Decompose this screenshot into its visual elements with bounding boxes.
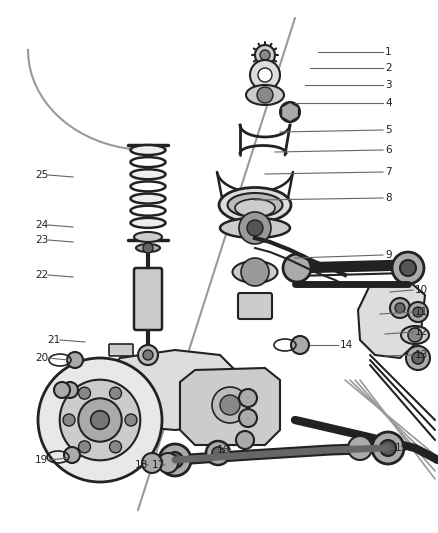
FancyBboxPatch shape	[238, 293, 272, 319]
Text: 9: 9	[385, 250, 392, 260]
Text: 4: 4	[385, 98, 392, 108]
Circle shape	[348, 436, 372, 460]
Circle shape	[220, 395, 240, 415]
Text: 25: 25	[35, 170, 48, 180]
Text: 6: 6	[385, 145, 392, 155]
Circle shape	[110, 387, 121, 399]
Polygon shape	[108, 350, 235, 430]
Circle shape	[212, 387, 248, 423]
Circle shape	[125, 414, 137, 426]
Text: 16: 16	[217, 445, 230, 455]
Circle shape	[257, 87, 273, 103]
Text: 19: 19	[35, 455, 48, 465]
Circle shape	[390, 298, 410, 318]
Circle shape	[406, 346, 430, 370]
Polygon shape	[281, 102, 299, 122]
FancyBboxPatch shape	[134, 268, 162, 330]
Text: 15: 15	[395, 443, 408, 453]
Circle shape	[78, 398, 122, 442]
Circle shape	[206, 441, 230, 465]
Circle shape	[236, 431, 254, 449]
Text: 14: 14	[340, 340, 353, 350]
Circle shape	[400, 260, 416, 276]
Circle shape	[143, 350, 153, 360]
Text: 24: 24	[35, 220, 48, 230]
Circle shape	[412, 352, 424, 364]
Circle shape	[408, 328, 422, 342]
Ellipse shape	[219, 188, 291, 222]
Circle shape	[138, 345, 158, 365]
Circle shape	[143, 243, 153, 253]
Ellipse shape	[246, 85, 284, 105]
Circle shape	[142, 453, 162, 473]
Text: 11: 11	[415, 307, 428, 317]
Ellipse shape	[131, 145, 166, 155]
Circle shape	[392, 252, 424, 284]
Circle shape	[239, 389, 257, 407]
Ellipse shape	[131, 218, 166, 228]
Circle shape	[54, 382, 70, 398]
Text: 23: 23	[35, 235, 48, 245]
Circle shape	[395, 303, 405, 313]
Ellipse shape	[233, 261, 278, 283]
Text: 21: 21	[47, 335, 60, 345]
Text: 8: 8	[385, 193, 392, 203]
Text: 3: 3	[385, 80, 392, 90]
Circle shape	[408, 302, 428, 322]
Circle shape	[239, 212, 271, 244]
Text: 10: 10	[415, 285, 428, 295]
Circle shape	[60, 379, 140, 461]
Polygon shape	[358, 282, 425, 358]
Text: 20: 20	[35, 353, 48, 363]
Text: 18: 18	[135, 460, 148, 470]
Circle shape	[260, 50, 270, 60]
Ellipse shape	[401, 326, 429, 344]
FancyBboxPatch shape	[109, 344, 133, 356]
Circle shape	[413, 307, 423, 317]
Circle shape	[167, 452, 183, 468]
Ellipse shape	[227, 193, 283, 217]
Polygon shape	[180, 368, 280, 445]
Text: 12: 12	[415, 327, 428, 337]
Circle shape	[212, 447, 224, 459]
Ellipse shape	[235, 199, 275, 217]
Circle shape	[372, 432, 404, 464]
Circle shape	[91, 411, 110, 429]
Circle shape	[78, 387, 91, 399]
Text: 5: 5	[385, 125, 392, 135]
Text: 7: 7	[385, 167, 392, 177]
Circle shape	[78, 441, 91, 453]
Circle shape	[62, 382, 78, 398]
Ellipse shape	[136, 244, 160, 252]
Ellipse shape	[220, 218, 290, 238]
Circle shape	[247, 220, 263, 236]
Circle shape	[380, 440, 396, 456]
Circle shape	[158, 453, 178, 473]
Circle shape	[258, 68, 272, 82]
Text: 17: 17	[152, 460, 165, 470]
Text: 13: 13	[415, 350, 428, 360]
Circle shape	[255, 45, 275, 65]
Text: 2: 2	[385, 63, 392, 73]
Circle shape	[291, 336, 309, 354]
Circle shape	[67, 352, 83, 368]
Ellipse shape	[134, 232, 162, 242]
Circle shape	[239, 409, 257, 427]
Circle shape	[38, 358, 162, 482]
Circle shape	[241, 258, 269, 286]
Circle shape	[159, 444, 191, 476]
Circle shape	[280, 102, 300, 122]
Circle shape	[64, 447, 80, 463]
Circle shape	[250, 60, 280, 90]
Text: 1: 1	[385, 47, 392, 57]
Circle shape	[63, 414, 75, 426]
Ellipse shape	[131, 169, 166, 179]
Ellipse shape	[131, 193, 166, 204]
Text: 22: 22	[35, 270, 48, 280]
Circle shape	[110, 441, 121, 453]
Circle shape	[283, 254, 311, 282]
